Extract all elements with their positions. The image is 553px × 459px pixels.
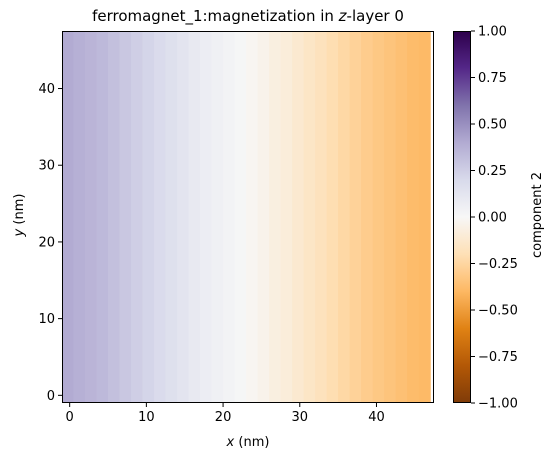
x-tick-label: 10 [138,410,155,425]
heatmap-column [211,31,224,403]
y-tick-label: 10 [38,312,55,327]
heatmap-column [96,31,109,403]
heatmap-column [338,31,351,403]
heatmap-column [326,31,339,403]
y-tick-label: 40 [38,82,55,97]
heatmap-column [418,31,431,403]
heatmap-cells [62,31,431,403]
heatmap-column [246,31,259,403]
heatmap-column [200,31,213,403]
heatmap-column [234,31,247,403]
x-tick-label: 40 [368,410,385,425]
heatmap-column [154,31,167,403]
heatmap-column [142,31,155,403]
colorbar-tick-label: −0.75 [478,350,518,365]
colorbar-ticks: 1.00 0.75 0.50 0.25 0.00 −0.25 −0.50 −0.75 −1.00 [471,25,518,412]
y-tick-label: 30 [38,159,55,174]
x-axis: 0 10 20 30 40 [66,403,385,425]
y-axis-label: y (nm) [12,194,27,238]
colorbar-frame [453,31,471,403]
heatmap-column [315,31,328,403]
heatmap-column [384,31,397,403]
heatmap-column [349,31,362,403]
heatmap-column [85,31,98,403]
y-tick-label: 20 [38,235,55,250]
heatmap-column [223,31,236,403]
colorbar-tick-label: 0.75 [478,71,507,86]
colorbar-tick-label: 0.50 [478,118,507,133]
plot-frame [62,31,434,403]
heatmap-column [361,31,374,403]
colorbar-tick-label: −0.25 [478,257,518,272]
colorbar-tick-label: 0.25 [478,164,507,179]
heatmap-column [188,31,201,403]
heatmap-column [292,31,305,403]
colorbar-label: component 2 [530,172,545,258]
colorbar-tick-label: 1.00 [478,25,507,40]
heatmap-column [407,31,420,403]
heatmap-column [372,31,385,403]
heatmap-column [73,31,86,403]
x-tick-label: 20 [215,410,232,425]
colorbar-tick-label: 0.00 [478,211,507,226]
y-axis: 0 10 20 30 40 [38,82,62,404]
heatmap-column [269,31,282,403]
heatmap-column [280,31,293,403]
heatmap-column [177,31,190,403]
x-tick-label: 30 [291,410,308,425]
chart-title: ferromagnet_1:magnetization in z-layer 0 [92,7,404,26]
heatmap-column [303,31,316,403]
heatmap-column [119,31,132,403]
heatmap-column [131,31,144,403]
heatmap-column [395,31,408,403]
heatmap-column [62,31,75,403]
heatmap-column [108,31,121,403]
y-tick-label: 0 [47,389,55,404]
heatmap-column [165,31,178,403]
x-tick-label: 0 [66,410,74,425]
colorbar-tick-label: −0.50 [478,304,518,319]
x-axis-label: x (nm) [226,435,270,450]
heatmap-column [257,31,270,403]
colorbar-tick-label: −1.00 [478,397,518,412]
colorbar [453,31,471,403]
